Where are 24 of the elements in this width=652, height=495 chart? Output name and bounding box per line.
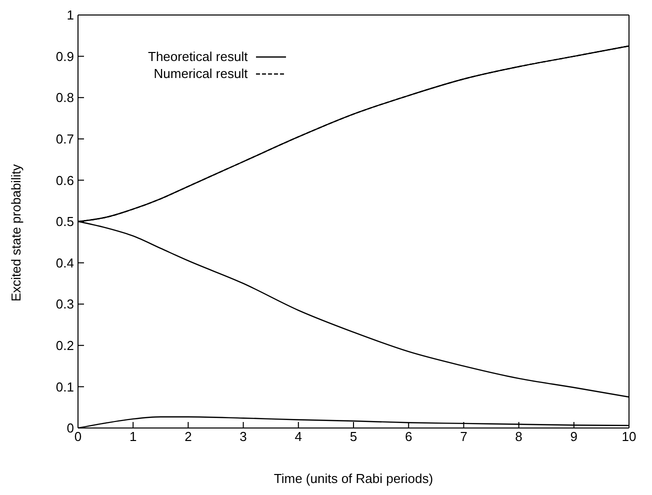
legend-label: Theoretical result [148,48,248,65]
y-axis-title: Excited state probability [8,164,24,302]
x-tick-label: 4 [294,429,302,444]
x-axis-title: Time (units of Rabi periods) [274,471,434,486]
y-tick-label: 0.7 [56,132,74,147]
x-tick-label: 5 [350,429,358,444]
y-tick-label: 0.6 [56,172,74,188]
y-tick-label: 0.2 [56,338,74,354]
y-tick-label: 0.1 [56,379,74,394]
y-tick-label: 1 [66,8,74,23]
y-tick-label: 0.5 [56,214,74,230]
legend-label: Numerical result [154,65,248,82]
y-tick-label: 0.9 [56,48,74,64]
x-tick-label: 6 [404,429,412,444]
x-tick-label: 3 [240,429,247,444]
x-tick-label: 9 [570,429,578,444]
x-tick-label: 1 [129,429,137,444]
y-tick-label: 0.3 [56,296,74,312]
x-tick-label: 8 [515,429,522,444]
x-tick-label: 7 [460,429,468,444]
y-tick-label: 0.8 [56,90,74,106]
x-tick-label: 2 [184,429,192,444]
y-tick-label: 0.4 [56,255,74,270]
x-tick-label: 10 [622,429,636,444]
